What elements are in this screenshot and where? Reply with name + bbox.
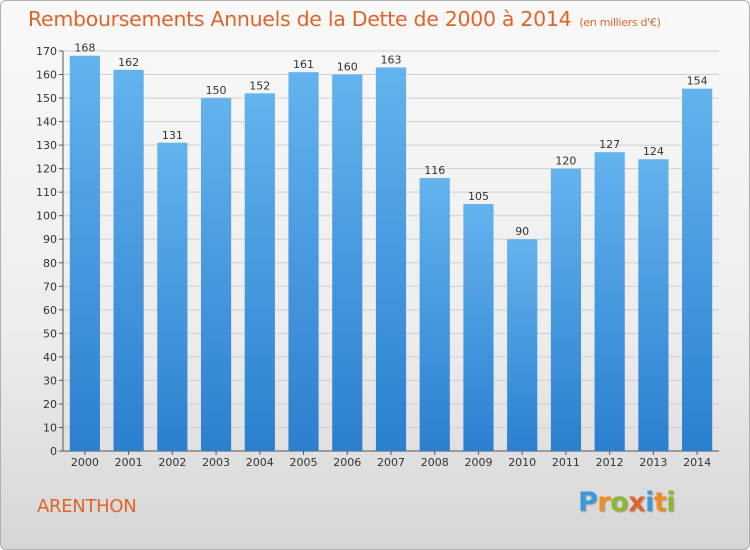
y-tick-label: 100	[36, 210, 57, 223]
y-tick-label: 170	[36, 45, 57, 58]
y-tick-label: 50	[43, 327, 57, 340]
y-tick-label: 70	[43, 280, 57, 293]
logo-letter: t	[653, 487, 667, 518]
y-tick-label: 90	[43, 233, 57, 246]
bar	[288, 72, 319, 452]
bar-value-label: 161	[293, 58, 314, 71]
x-tick-label: 2008	[421, 456, 449, 469]
bar-value-label: 105	[468, 190, 489, 203]
x-tick-label: 2012	[596, 456, 624, 469]
bar	[69, 55, 100, 452]
chart-title: Remboursements Annuels de la Dette de 20…	[28, 7, 661, 31]
bar-value-label: 116	[424, 164, 445, 177]
bar-value-label: 152	[249, 79, 270, 92]
y-tick-label: 140	[36, 116, 57, 129]
logo-letter: P	[578, 487, 598, 518]
x-tick-label: 2013	[639, 456, 667, 469]
y-tick-label: 110	[36, 186, 57, 199]
bar-value-label: 120	[555, 155, 576, 168]
bar	[682, 88, 713, 451]
title-text: Remboursements Annuels de la Dette de 20…	[28, 7, 572, 31]
x-tick-label: 2002	[158, 456, 186, 469]
y-tick-label: 120	[36, 163, 57, 176]
y-tick-label: 150	[36, 92, 57, 105]
bar-value-label: 150	[206, 84, 227, 97]
bar	[594, 152, 625, 452]
bar-value-label: 162	[118, 56, 139, 69]
bar	[419, 178, 450, 451]
logo-letter: r	[597, 487, 611, 518]
bar-value-label: 90	[515, 225, 529, 238]
bar	[113, 69, 144, 451]
logo-letter: i	[645, 487, 654, 518]
x-tick-label: 2007	[377, 456, 405, 469]
y-tick-label: 160	[36, 69, 57, 82]
bar	[507, 239, 538, 451]
x-tick-label: 2000	[71, 456, 99, 469]
logo-letter: o	[610, 487, 629, 518]
y-tick-label: 60	[43, 304, 57, 317]
x-tick-label: 2003	[202, 456, 230, 469]
x-tick-label: 2006	[333, 456, 361, 469]
bar	[550, 168, 582, 451]
y-tick-label: 80	[43, 257, 57, 270]
logo-letter: i	[666, 487, 676, 518]
y-tick-label: 130	[36, 139, 57, 152]
bar	[638, 159, 669, 451]
x-tick-label: 2005	[290, 456, 318, 469]
y-tick-label: 20	[43, 398, 57, 411]
town-name: ARENTHON	[37, 496, 137, 517]
bar-value-label: 124	[643, 145, 664, 158]
x-tick-label: 2009	[464, 456, 492, 469]
y-tick-label: 40	[43, 351, 57, 364]
bar	[375, 67, 407, 452]
y-tick-label: 30	[43, 374, 57, 387]
bar-value-label: 160	[337, 61, 358, 74]
bar	[157, 142, 188, 451]
bar	[244, 93, 275, 452]
y-tick-label: 10	[43, 421, 57, 434]
x-tick-label: 2010	[508, 456, 536, 469]
bar-value-label: 131	[162, 129, 183, 142]
bar-value-label: 168	[74, 42, 95, 55]
chart-subtitle: (en milliers d'€)	[579, 16, 661, 29]
bar-value-label: 163	[381, 53, 402, 66]
proxiti-logo[interactable]: Proxiti	[578, 487, 676, 518]
bar-value-label: 127	[599, 138, 620, 151]
bar	[463, 203, 494, 451]
x-tick-label: 2011	[552, 456, 580, 469]
x-tick-label: 2014	[683, 456, 711, 469]
x-tick-label: 2001	[115, 456, 143, 469]
bar	[200, 98, 232, 451]
x-tick-label: 2004	[246, 456, 274, 469]
bar-value-label: 154	[687, 75, 708, 88]
logo-letter: x	[628, 487, 646, 518]
bar	[332, 74, 363, 451]
y-tick-label: 0	[50, 445, 57, 458]
